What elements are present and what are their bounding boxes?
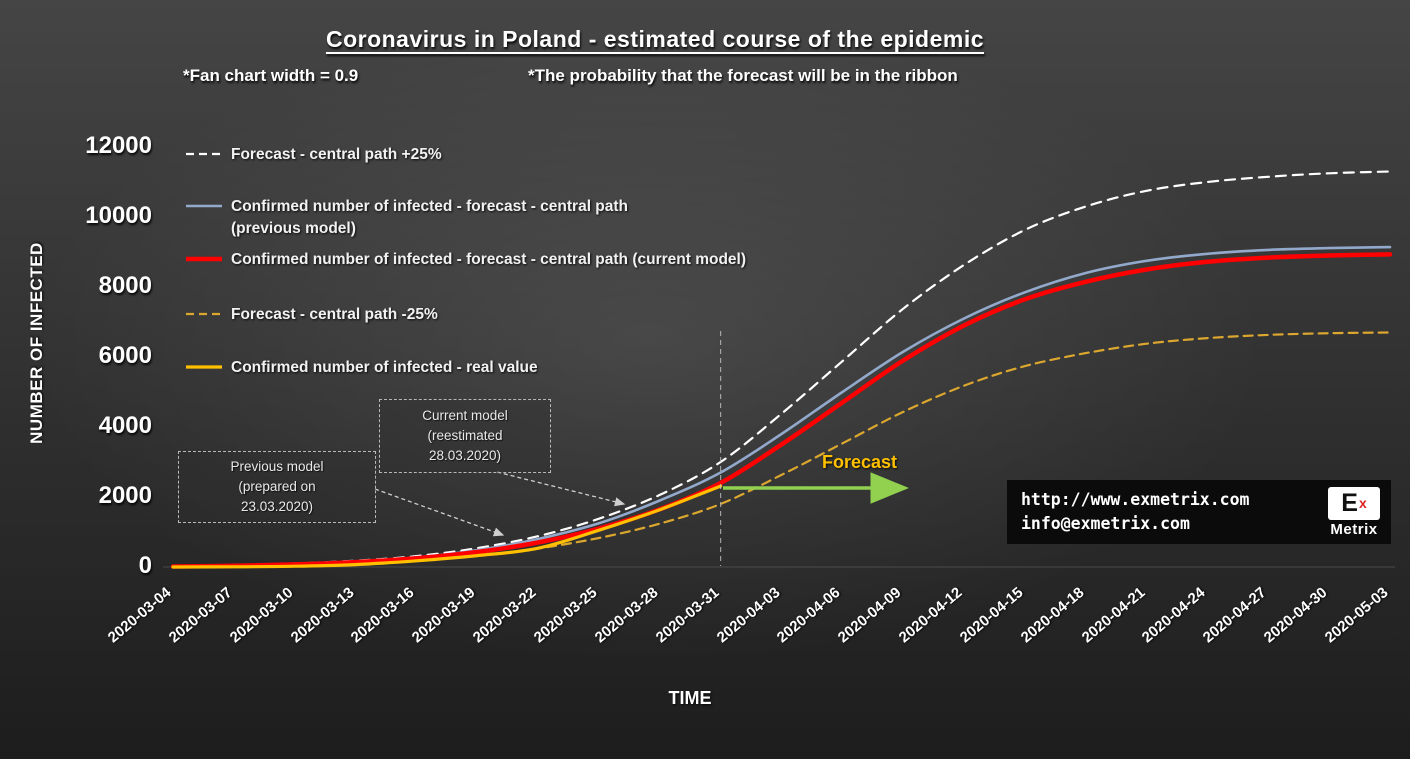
legend-item-forecast-minus25: Forecast - central path -25% (186, 304, 438, 326)
forecast-label: Forecast (822, 452, 898, 472)
exmetrix-logo-x: x (1358, 494, 1367, 511)
y-axis-tick-label: 8000 (98, 272, 152, 299)
legend-line-sample-real-value (186, 365, 222, 369)
website-url: http://www.exmetrix.com (1021, 490, 1250, 509)
branding-contact: http://www.exmetrix.com info@exmetrix.co… (1021, 488, 1249, 536)
y-axis-tick-label: 10000 (85, 202, 152, 229)
legend-line-sample-forecast-minus25 (186, 312, 222, 316)
legend-label: Confirmed number of infected - real valu… (231, 359, 538, 376)
legend-item-forecast-plus25: Forecast - central path +25% (186, 144, 442, 166)
previous-model-callout: Previous model (prepared on 23.03.2020) (178, 451, 376, 523)
legend-label: Confirmed number of infected - forecast … (231, 251, 747, 268)
y-axis-tick-label: 6000 (98, 342, 152, 369)
series-line-4 (171, 484, 723, 569)
y-axis-tick-label: 2000 (98, 482, 152, 509)
series-line-3 (171, 331, 1392, 568)
previous-model-leader-arrow (374, 488, 505, 537)
legend-label: Forecast - central path -25% (231, 306, 438, 323)
chart-title: Coronavirus in Poland - estimated course… (325, 26, 985, 52)
legend-item-previous-model: Confirmed number of infected - forecast … (186, 196, 701, 240)
legend-label: Confirmed number of infected - forecast … (231, 198, 629, 237)
series-line-2 (170, 252, 1393, 569)
branding-box: http://www.exmetrix.com info@exmetrix.co… (1007, 480, 1391, 544)
legend-label: Forecast - central path +25% (231, 146, 442, 163)
exmetrix-logo-word: Metrix (1330, 520, 1378, 538)
subtitle-probability-note: *The probability that the forecast will … (528, 66, 958, 85)
y-axis-tick-label: 12000 (85, 132, 152, 159)
current-model-callout: Current model (reestimated 28.03.2020) (379, 399, 551, 473)
legend-item-current-model: Confirmed number of infected - forecast … (186, 249, 789, 271)
y-axis-tick-label: 0 (138, 552, 152, 579)
legend-line-sample-current-model (186, 256, 222, 262)
current-model-leader-arrow (496, 471, 626, 507)
x-axis-title: TIME (668, 688, 712, 708)
y-axis-tick-label: 4000 (98, 412, 152, 439)
legend-line-sample-previous-model (186, 204, 222, 208)
contact-email: info@exmetrix.com (1021, 514, 1190, 533)
legend-line-sample-forecast-plus25 (186, 152, 222, 156)
subtitle-fan-width: *Fan chart width = 0.9 (183, 66, 359, 85)
legend-item-real-value: Confirmed number of infected - real valu… (186, 357, 538, 379)
